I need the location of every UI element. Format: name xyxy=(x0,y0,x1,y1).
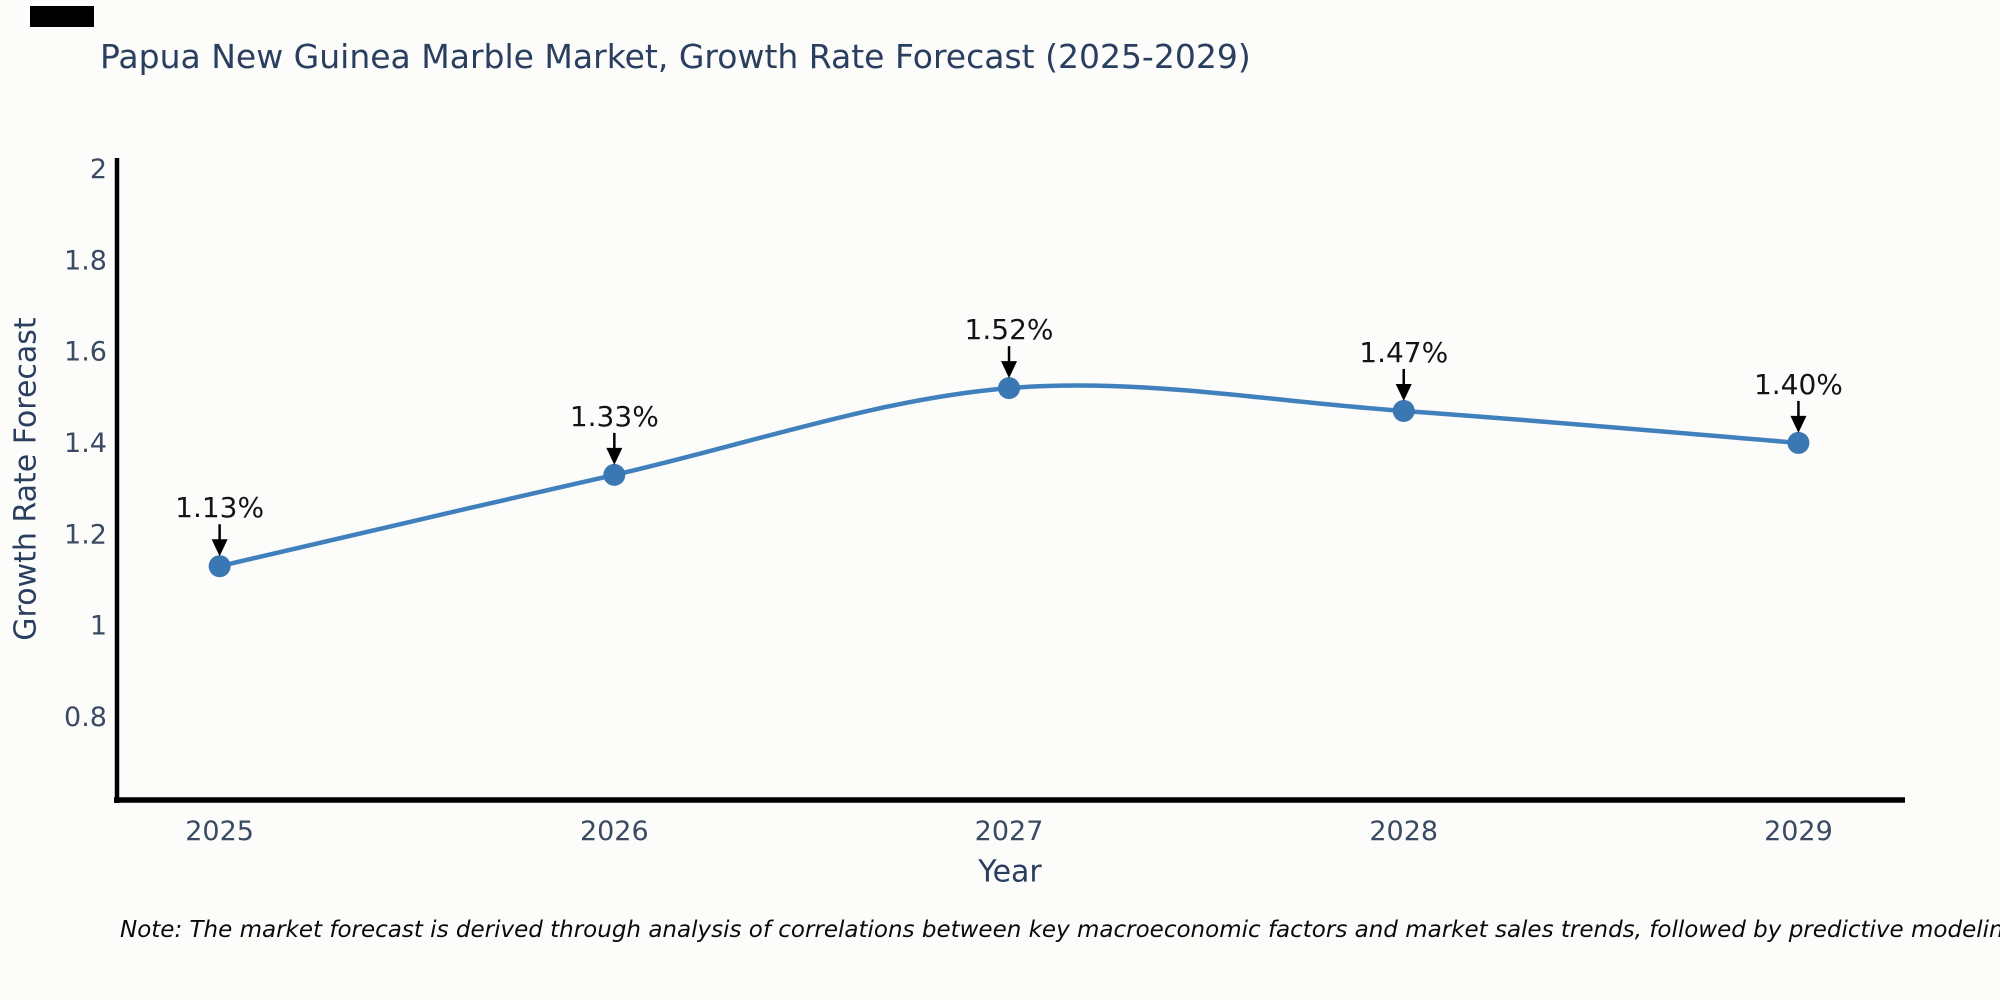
y-tick-label: 1.2 xyxy=(64,519,107,550)
annotation-label: 1.40% xyxy=(1754,368,1843,401)
data-point-marker xyxy=(1787,431,1810,454)
annotation-label: 1.47% xyxy=(1359,336,1448,369)
x-axis-label: Year xyxy=(978,854,1042,890)
x-tick-label: 2028 xyxy=(1369,816,1438,847)
annotation-label: 1.33% xyxy=(570,400,659,433)
data-point-marker xyxy=(603,463,626,486)
data-point-marker xyxy=(208,555,231,578)
x-tick-label: 2026 xyxy=(580,816,649,847)
annotation-arrow-head xyxy=(1790,415,1807,433)
y-axis-label: Growth Rate Forecast xyxy=(8,317,44,641)
y-tick-label: 1.4 xyxy=(64,428,107,459)
y-tick-label: 1 xyxy=(90,611,107,642)
annotation-label: 1.52% xyxy=(965,313,1054,346)
annotation-arrow-head xyxy=(1001,361,1018,379)
annotation-label: 1.13% xyxy=(175,491,264,524)
annotation-arrow-head xyxy=(606,447,623,465)
data-point-marker xyxy=(1392,399,1415,422)
x-tick-label: 2027 xyxy=(975,816,1044,847)
artifact-box xyxy=(30,6,94,27)
x-tick-label: 2029 xyxy=(1764,816,1833,847)
footnote: Note: The market forecast is derived thr… xyxy=(120,917,2000,943)
data-point-marker xyxy=(998,377,1021,400)
annotation-arrow-head xyxy=(211,539,228,557)
x-tick-label: 2025 xyxy=(185,816,254,847)
y-tick-label: 2 xyxy=(90,154,107,185)
annotation-arrow-head xyxy=(1395,383,1412,401)
y-tick-label: 1.8 xyxy=(64,245,107,276)
chart-title: Papua New Guinea Marble Market, Growth R… xyxy=(100,37,1251,76)
y-tick-label: 1.6 xyxy=(64,337,107,368)
forecast-line xyxy=(219,383,1799,569)
y-tick-label: 0.8 xyxy=(64,702,107,733)
